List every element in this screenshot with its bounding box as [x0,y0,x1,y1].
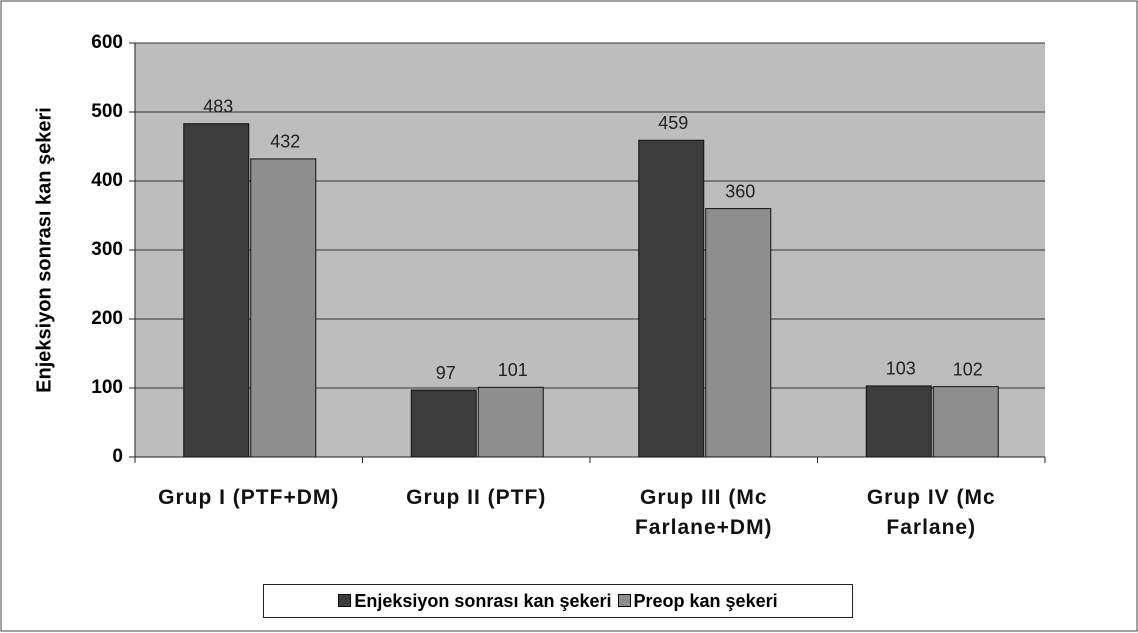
bar [932,386,999,458]
value-label: 459 [658,113,688,133]
x-tick-label: Grup II (PTF) [406,486,547,509]
legend-label: Enjeksiyon sonrası kan şekeri [354,590,612,611]
x-tick-label: Grup III (Mc Farlane+DM) [634,486,773,539]
value-label: 97 [436,363,456,383]
value-label: 101 [498,360,528,380]
y-tick-label: 400 [91,170,123,191]
bar [183,123,250,458]
bar [477,386,544,458]
bar [250,158,317,458]
value-label: 483 [203,96,233,116]
y-tick-label: 500 [91,101,123,122]
legend-item: Enjeksiyon sonrası kan şekeri [338,590,612,612]
y-tick-label: 600 [91,32,123,53]
legend-label: Preop kan şekeri [633,590,778,611]
value-label: 103 [886,359,916,379]
value-label: 102 [953,359,983,379]
y-tick-label: 0 [112,446,123,467]
bar [865,385,932,458]
legend-swatch [338,593,352,607]
bar [705,208,772,458]
value-label: 432 [270,132,300,152]
y-tick-label: 300 [91,239,123,260]
x-tick-label: Grup IV (Mc Farlane) [866,486,996,539]
value-label: 360 [725,181,755,201]
y-tick-label: 100 [91,377,123,398]
bar [410,389,477,458]
legend: Enjeksiyon sonrası kan şekeri Preop kan ş… [263,584,853,618]
x-tick-label: Grup I (PTF+DM) [158,486,340,509]
bar [638,139,705,458]
legend-item: Preop kan şekeri [617,590,778,612]
y-axis-title: Enjeksiyon sonrası kan şekeri [33,107,55,393]
legend-swatch [617,593,631,607]
y-tick-label: 200 [91,308,123,329]
